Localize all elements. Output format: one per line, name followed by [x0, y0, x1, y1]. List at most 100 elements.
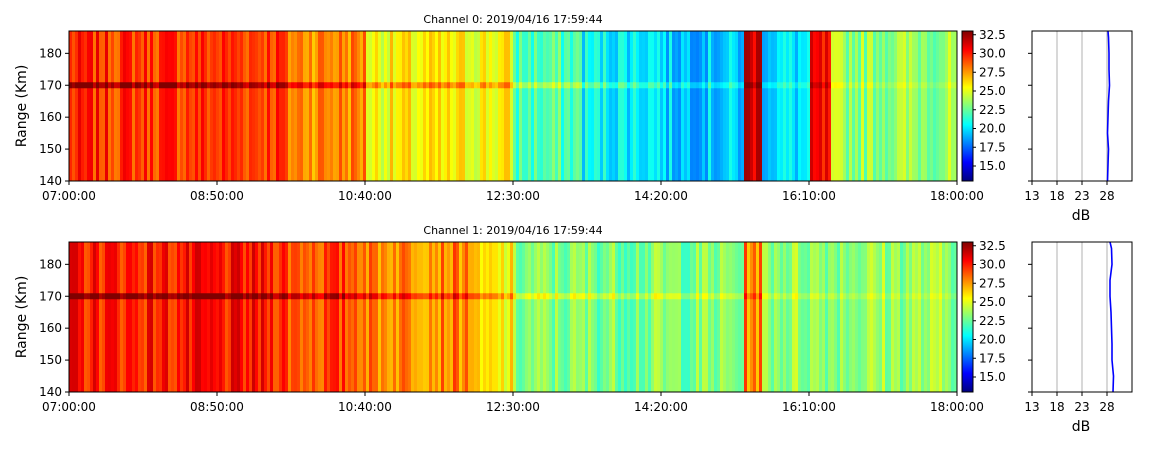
profile-x-tick-label: 23	[1074, 400, 1089, 414]
bright-layer-cell	[780, 82, 784, 89]
heatmap-column	[573, 242, 577, 392]
bright-layer-cell	[702, 293, 706, 300]
heatmap-column	[948, 242, 952, 392]
bright-layer-cell	[651, 82, 655, 89]
heatmap-column	[651, 242, 655, 392]
heatmap-column	[936, 31, 940, 181]
heatmap-column	[579, 242, 583, 392]
colorbar-scale	[961, 241, 974, 393]
heatmap-column	[600, 31, 604, 181]
heatmap-column	[360, 31, 364, 181]
heatmap-column	[825, 242, 829, 392]
bright-layer-cell	[141, 293, 145, 300]
heatmap-column	[795, 242, 799, 392]
bright-layer-cell	[321, 293, 325, 300]
bright-layer-cell	[537, 293, 541, 300]
profile-plot: 13 18 23 28	[1024, 241, 1133, 414]
bright-layer-cell	[582, 293, 586, 300]
bright-layer-cell	[678, 82, 682, 89]
heatmap-column	[93, 242, 97, 392]
bright-layer-cell	[579, 293, 583, 300]
heatmap-column	[141, 31, 145, 181]
bright-layer-cell	[864, 82, 868, 89]
heatmap-column	[564, 31, 568, 181]
heatmap-column	[255, 31, 259, 181]
heatmap-column	[699, 242, 703, 392]
heatmap-column	[729, 31, 733, 181]
heatmap-column	[234, 242, 238, 392]
heatmap-column	[69, 31, 73, 181]
bright-layer-cell	[774, 82, 778, 89]
bright-layer-cell	[447, 82, 451, 89]
heatmap-column	[162, 242, 166, 392]
heatmap-column	[693, 31, 697, 181]
heatmap-column	[486, 242, 490, 392]
bright-layer-cell	[462, 293, 466, 300]
heatmap-column	[555, 31, 559, 181]
bright-layer-cell	[909, 82, 913, 89]
bright-layer-cell	[75, 293, 79, 300]
bright-layer-cell	[885, 293, 889, 300]
heatmap-column	[354, 31, 358, 181]
heatmap-column	[174, 242, 178, 392]
heatmap-column	[378, 242, 382, 392]
heatmap-column	[744, 31, 748, 181]
heatmap-column	[246, 242, 250, 392]
bright-layer-cell	[558, 82, 562, 89]
heatmap-column	[288, 31, 292, 181]
heatmap-column	[819, 31, 823, 181]
heatmap-column	[474, 31, 478, 181]
bright-layer-cell	[843, 293, 847, 300]
bright-layer-cell	[684, 82, 688, 89]
bright-layer-cell	[768, 82, 772, 89]
bright-layer-cell	[309, 82, 313, 89]
bright-layer-cell	[681, 82, 685, 89]
bright-layer-cell	[690, 82, 694, 89]
bright-layer-cell	[222, 82, 226, 89]
heatmap-column	[363, 31, 367, 181]
bright-layer-cell	[492, 293, 496, 300]
heatmap-column	[708, 31, 712, 181]
heatmap-column	[528, 31, 532, 181]
heatmap-column	[534, 242, 538, 392]
heatmap-column	[495, 31, 499, 181]
heatmap-column	[609, 31, 613, 181]
bright-layer-cell	[162, 293, 166, 300]
colorbar-scale	[961, 30, 974, 182]
heatmap-column	[135, 31, 139, 181]
bright-layer-cell	[105, 293, 109, 300]
bright-layer-cell	[168, 293, 172, 300]
heatmap-column	[555, 242, 559, 392]
heatmap-column	[300, 242, 304, 392]
heatmap-column	[663, 242, 667, 392]
bright-layer-cell	[318, 82, 322, 89]
heatmap-column	[270, 31, 274, 181]
heatmap-column	[945, 31, 949, 181]
heatmap-column	[102, 31, 106, 181]
bright-layer-cell	[93, 293, 97, 300]
heatmap-column	[882, 242, 886, 392]
bright-layer-cell	[675, 82, 679, 89]
bright-layer-cell	[774, 293, 778, 300]
heatmap-column	[186, 31, 190, 181]
heatmap-column	[138, 242, 142, 392]
heatmap-column	[585, 31, 589, 181]
bright-layer-cell	[267, 82, 271, 89]
heatmap-column	[612, 242, 616, 392]
heatmap-column	[210, 242, 214, 392]
bright-layer-cell	[243, 82, 247, 89]
heatmap-column	[786, 242, 790, 392]
bright-layer-cell	[789, 293, 793, 300]
bright-layer-cell	[264, 82, 268, 89]
heatmap-column	[894, 31, 898, 181]
heatmap-column	[231, 242, 235, 392]
heatmap-column	[120, 31, 124, 181]
bright-layer-cell	[636, 82, 640, 89]
heatmap-column	[732, 242, 736, 392]
heatmap-column	[432, 31, 436, 181]
bright-layer-cell	[657, 293, 661, 300]
heatmap-column	[444, 31, 448, 181]
colorbar-tick-label: 20.0	[979, 122, 1006, 136]
bright-layer-cell	[729, 293, 733, 300]
heatmap-column	[858, 31, 862, 181]
